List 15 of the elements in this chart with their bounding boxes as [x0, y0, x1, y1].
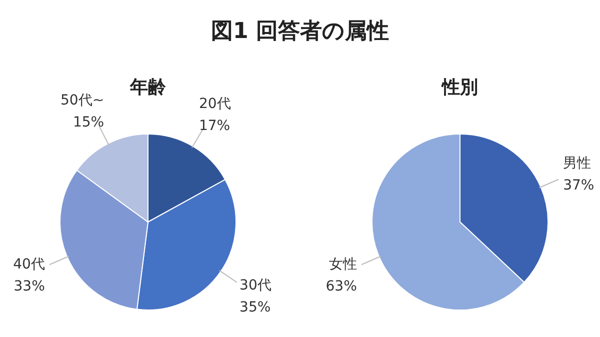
chart-title: 性別 — [441, 77, 478, 98]
data-label: 33% — [14, 278, 45, 295]
chart-title: 年齢 — [129, 77, 167, 98]
slice-label: 40代 — [13, 256, 45, 273]
slice-label: 20代 — [198, 96, 231, 112]
slice-label: 50代~ — [60, 92, 104, 108]
data-label: 35% — [240, 300, 271, 316]
data-label: 63% — [326, 278, 357, 295]
text: 図1 回答者の属性 — [211, 19, 389, 44]
data-label: 37% — [563, 177, 594, 194]
slice-label: 男性 — [563, 155, 592, 172]
slice-label: 30代 — [240, 278, 272, 294]
data-label: 17% — [198, 118, 230, 134]
data-label: 15% — [72, 114, 104, 130]
slice-label: 女性 — [328, 256, 357, 273]
